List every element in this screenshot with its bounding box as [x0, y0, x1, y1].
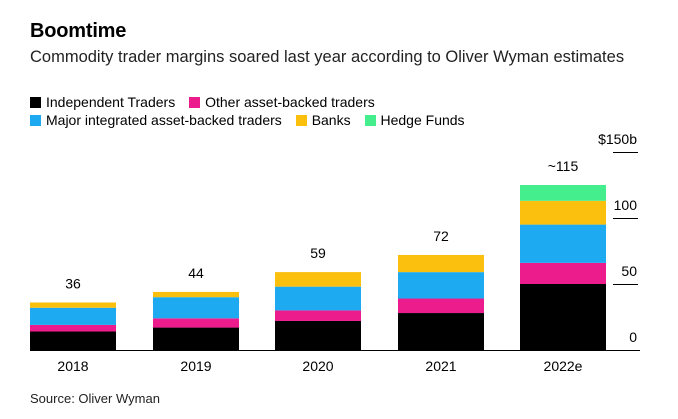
- bar-segment: [520, 185, 606, 201]
- bar-segment: [153, 318, 239, 328]
- y-tick-label: 0: [629, 329, 637, 345]
- bar-segment: [153, 297, 239, 319]
- bar-total-label: 36: [65, 275, 81, 291]
- legend-label: Hedge Funds: [380, 112, 465, 128]
- legend-item-major-integrated-traders: Major integrated asset-backed traders: [30, 112, 282, 129]
- bar-segment: [275, 286, 361, 311]
- bar-segment: [520, 262, 606, 284]
- bar-segment: [275, 310, 361, 321]
- x-tick-label: 2021: [425, 358, 456, 374]
- bar-segment: [398, 298, 484, 314]
- bar-segment: [398, 313, 484, 350]
- chart-subtitle: Commodity trader margins soared last yea…: [30, 48, 625, 66]
- bar-segment: [398, 254, 484, 273]
- legend-row-1: Independent Traders Other asset-backed t…: [30, 94, 385, 112]
- x-tick-label: 2020: [302, 358, 333, 374]
- bar-segment: [520, 200, 606, 225]
- legend-item-hedge-funds: Hedge Funds: [364, 112, 465, 129]
- bar-total-label: 59: [310, 245, 326, 261]
- bar-total-label: ~115: [548, 158, 579, 174]
- y-tick-label: 100: [614, 197, 638, 213]
- legend-label: Major integrated asset-backed traders: [46, 112, 282, 128]
- legend-swatch-banks: [295, 115, 307, 126]
- x-tick-label: 2018: [57, 358, 88, 374]
- bar-segment: [275, 272, 361, 287]
- bar-segment: [30, 307, 116, 325]
- legend-swatch-major-integrated-traders: [30, 115, 41, 126]
- bar-segment: [398, 272, 484, 299]
- legend-label: Other asset-backed traders: [205, 94, 375, 110]
- bar-segment: [520, 284, 606, 350]
- legend-swatch-independent-traders: [30, 97, 41, 108]
- bar-segment: [30, 331, 116, 350]
- bar-segment: [153, 291, 239, 298]
- bar-total-label: 72: [433, 228, 449, 244]
- source-note: Source: Oliver Wyman: [30, 391, 160, 406]
- legend-swatch-other-asset-backed-traders: [189, 97, 201, 108]
- legend-label: Banks: [311, 112, 351, 128]
- legend-item-banks: Banks: [295, 112, 351, 129]
- bar-total-label: 44: [188, 265, 204, 281]
- legend-item-independent-traders: Independent Traders: [30, 94, 175, 111]
- x-tick-label: 2022e: [544, 358, 583, 374]
- bar-segment: [30, 324, 116, 332]
- bar-segment: [153, 327, 239, 350]
- x-tick-label: 2019: [180, 358, 211, 374]
- bar-segment: [520, 224, 606, 263]
- chart-title: Boomtime: [30, 20, 127, 42]
- legend-item-other-asset-backed-traders: Other asset-backed traders: [189, 94, 375, 111]
- legend-swatch-hedge-funds: [364, 115, 376, 126]
- y-tick-label: 50: [621, 263, 637, 279]
- y-tick-label: $150b: [598, 131, 637, 147]
- legend-row-2: Major integrated asset-backed traders Ba…: [30, 112, 475, 130]
- bar-segment: [275, 320, 361, 350]
- bar-segment: [30, 302, 116, 308]
- legend-label: Independent Traders: [46, 94, 176, 110]
